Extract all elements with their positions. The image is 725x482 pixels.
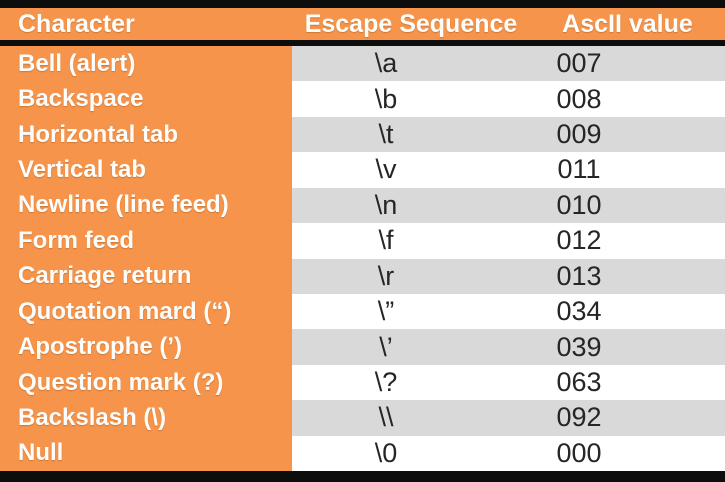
character-cell: Vertical tab <box>0 152 292 188</box>
table-row: Vertical tab \v 011 <box>0 152 725 188</box>
character-cell: Form feed <box>0 223 292 259</box>
row-padding <box>678 223 725 258</box>
table-row: Question mark (?) \? 063 <box>0 364 725 401</box>
column-header-character: Character <box>18 9 135 38</box>
row-padding <box>678 46 725 82</box>
escape-cell: \? <box>374 367 398 397</box>
row-padding <box>678 294 725 329</box>
character-cell: Newline (line feed) <box>0 187 292 224</box>
ascii-cell: 010 <box>480 187 678 224</box>
escape-cell: \\ <box>292 400 480 436</box>
table-row: Bell (alert) \a 007 <box>0 46 725 82</box>
table-row: Null \0 000 <box>0 435 725 472</box>
escape-cell: \f <box>378 225 394 256</box>
row-padding <box>678 187 725 224</box>
table-row: Backspace \b 008 <box>0 81 725 117</box>
character-cell: Horizontal tab <box>0 116 292 153</box>
character-cell: Backslash (\) <box>0 400 292 436</box>
escape-cell: \t <box>292 116 480 153</box>
bottom-border <box>0 471 725 482</box>
escape-cell: \b <box>374 83 398 114</box>
table-row: Newline (line feed) \n 010 <box>0 187 725 224</box>
ascii-cell: 063 <box>556 367 602 397</box>
escape-cell: \” <box>377 296 395 327</box>
character-cell: Carriage return <box>0 258 292 294</box>
table-row: Backslash (\) \\ 092 <box>0 400 725 436</box>
ascii-cell: 009 <box>480 116 678 153</box>
table-row: Form feed \f 012 <box>0 223 725 259</box>
row-padding <box>678 258 725 294</box>
table-row: Quotation mard (“) \” 034 <box>0 293 725 330</box>
row-padding <box>678 365 725 400</box>
top-border <box>0 0 725 8</box>
row-padding <box>678 81 725 116</box>
character-cell: Apostrophe (’) <box>0 329 292 365</box>
ascii-cell: 092 <box>480 400 678 436</box>
escape-cell: \n <box>292 187 480 224</box>
row-padding <box>678 436 725 471</box>
table-row: Carriage return \r 013 <box>0 258 725 294</box>
row-padding <box>678 116 725 153</box>
escape-cell: \a <box>292 46 480 82</box>
escape-cell: \0 <box>374 437 398 468</box>
row-padding <box>678 400 725 436</box>
ascii-cell: 039 <box>480 329 678 365</box>
column-header-escape-sequence: Escape Sequence <box>304 9 518 38</box>
table-row: Apostrophe (’) \’ 039 <box>0 329 725 365</box>
escape-cell: \’ <box>292 329 480 365</box>
character-cell: Null <box>0 435 292 472</box>
row-padding <box>678 152 725 187</box>
ascii-cell: 011 <box>557 154 601 185</box>
ascii-cell: 034 <box>556 296 602 327</box>
ascii-cell: 008 <box>556 83 602 114</box>
character-cell: Backspace <box>0 81 292 117</box>
ascii-cell: 007 <box>480 46 678 82</box>
character-cell: Question mark (?) <box>0 364 292 401</box>
table-body: Bell (alert) \a 007 Backspace \b 008 Hor… <box>0 46 725 472</box>
character-cell: Bell (alert) <box>0 46 292 82</box>
table-row: Horizontal tab \t 009 <box>0 116 725 153</box>
escape-cell: \v <box>375 154 397 185</box>
ascii-cell: 000 <box>556 437 602 468</box>
header-separator <box>0 40 725 46</box>
column-header-ascii-value: AscII value <box>562 9 693 38</box>
character-cell: Quotation mard (“) <box>0 293 292 330</box>
table-header-row: Character Escape Sequence AscII value <box>0 8 725 40</box>
escape-cell: \r <box>292 258 480 294</box>
ascii-cell: 012 <box>556 225 602 256</box>
ascii-cell: 013 <box>480 258 678 294</box>
row-padding <box>678 329 725 365</box>
